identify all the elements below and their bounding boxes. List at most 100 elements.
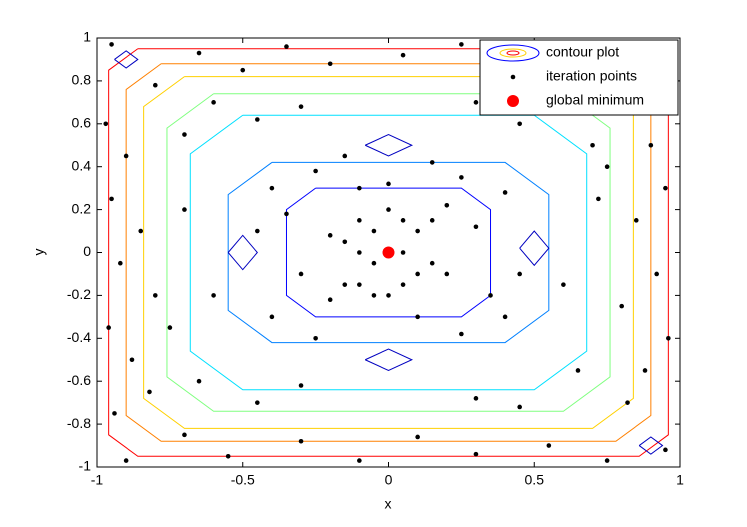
iteration-point [255,400,260,405]
iteration-point [313,168,318,174]
x-tick-label: -1 [91,472,104,488]
iteration-point [400,250,406,255]
iteration-point [327,297,333,302]
iteration-point [596,196,601,202]
iteration-point [167,325,173,330]
y-tick-label: -0.4 [67,329,91,345]
iteration-point [386,207,391,212]
iteration-point [429,260,435,266]
iteration-point [473,396,479,401]
legend-label: contour plot [546,44,619,60]
iteration-point [502,314,508,320]
global-minimum [382,246,395,259]
iteration-point [459,331,464,337]
iteration-point [106,325,111,330]
legend-swatch [507,95,519,107]
x-tick-label: -0.5 [231,472,255,488]
iteration-point [255,228,260,234]
iteration-point [240,67,246,73]
iteration-point [357,185,362,191]
iteration-point [429,218,435,223]
contour-line [519,230,550,267]
iteration-point [284,44,289,49]
y-tick-label: 0.6 [72,115,92,131]
iteration-point [654,271,659,277]
iteration-point [298,104,304,109]
iteration-point [255,117,260,122]
iteration-point [182,432,187,438]
iteration-point [386,181,391,187]
iteration-point [109,196,114,202]
legend-swatch [486,44,540,62]
iteration-point [633,218,639,223]
y-tick-label: 0.4 [72,157,92,173]
iteration-point [327,61,333,67]
iteration-point [517,404,522,410]
y-tick-label: -0.8 [67,415,91,431]
iteration-point [182,132,187,137]
iteration-point [415,228,420,234]
iteration-point [590,142,595,148]
iteration-point [269,314,275,320]
contour-line [638,436,664,455]
x-axis-label: x [385,496,392,512]
legend-swatch [510,74,516,80]
iteration-point [357,218,362,223]
iteration-point [342,153,348,159]
iteration-point [459,42,464,47]
iteration-point [415,271,420,277]
iteration-point [298,271,304,277]
iteration-point [123,458,129,463]
iteration-point [196,378,202,384]
contour-line [114,50,139,69]
iteration-point [298,383,304,388]
contour-line [227,161,550,344]
iteration-point [153,293,158,298]
iteration-point [517,121,522,127]
iteration-point [103,121,109,127]
iteration-point [473,100,479,105]
iteration-point [371,228,377,234]
iteration-point [112,411,117,416]
iteration-point [429,160,435,165]
iteration-point [129,357,135,363]
iteration-point [118,260,123,266]
legend-label: iteration points [546,68,637,84]
x-tick-label: 1 [676,472,684,488]
iteration-point [561,282,566,287]
y-tick-label: -1 [79,458,92,474]
iteration-point [327,233,333,238]
iteration-point [473,224,479,230]
iteration-point [604,458,610,463]
y-tick-label: 0.2 [72,200,92,216]
iteration-point [625,400,630,405]
x-tick-label: 0.5 [525,472,545,488]
iteration-point [648,142,654,148]
iteration-point [123,153,129,159]
iteration-point [371,260,377,266]
iteration-point [138,228,144,234]
iteration-point [342,239,348,245]
legend-swatch [499,48,527,58]
iteration-point [386,293,391,298]
iteration-point [575,368,581,373]
iteration-point [357,250,362,255]
iteration-point [663,185,668,191]
iteration-point [444,271,450,277]
iteration-point [642,368,648,373]
contour-line [227,234,258,271]
iteration-point [517,271,522,277]
iteration-point [400,52,406,58]
iteration-point [153,82,158,88]
iteration-point [371,293,377,298]
iteration-point [269,185,275,191]
iteration-point [415,434,420,440]
contour-line [364,348,414,372]
iteration-point [357,282,362,287]
contour-line [189,114,588,391]
iteration-point [415,314,420,320]
iteration-point [196,50,202,56]
iteration-point [400,282,406,287]
iteration-point [284,211,289,217]
iteration-point [473,451,479,457]
